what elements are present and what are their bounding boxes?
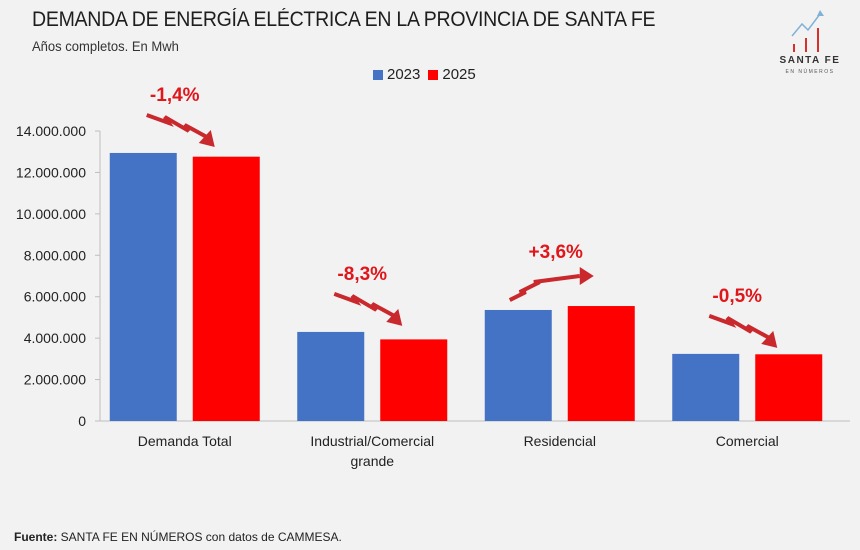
source-label: Fuente: — [14, 530, 58, 544]
x-category-label: Industrial/Comercial — [310, 433, 434, 449]
legend-swatch-2025 — [428, 69, 439, 80]
bar-2025 — [380, 339, 448, 421]
logo-icon — [791, 10, 824, 52]
bar-2025 — [192, 156, 260, 421]
legend-item-2023: 2023 — [373, 66, 420, 83]
zigzag-arrow-down-icon — [333, 292, 396, 318]
bar-2025 — [755, 354, 823, 421]
zigzag-arrow-down-icon — [708, 314, 771, 340]
y-tick-label: 6.000.000 — [24, 289, 86, 305]
bar-2023 — [672, 353, 740, 421]
legend-label-2025: 2025 — [442, 66, 476, 83]
bar-2023 — [297, 331, 365, 421]
chart-subtitle: Años completos. En Mwh — [32, 38, 179, 54]
zigzag-arrow-up-icon — [508, 274, 581, 302]
arrow-head-icon — [761, 330, 778, 348]
bar-2025 — [567, 306, 635, 421]
change-annotation: -8,3% — [337, 264, 387, 285]
y-tick-label: 14.000.000 — [16, 123, 86, 139]
chart-title: DEMANDA DE ENERGÍA ELÉCTRICA EN LA PROVI… — [32, 8, 656, 31]
source-note: Fuente: SANTA FE EN NÚMEROS con datos de… — [14, 530, 342, 544]
logo-subtext: EN NÚMEROS — [785, 69, 835, 75]
change-annotation: -1,4% — [150, 85, 200, 106]
change-annotation: -0,5% — [712, 286, 762, 307]
arrow-head-icon — [198, 129, 215, 147]
bar-2023 — [109, 152, 177, 421]
change-annotation: +3,6% — [529, 242, 584, 263]
legend: 2023 2025 — [373, 66, 476, 83]
source-text: SANTA FE EN NÚMEROS con datos de CAMMESA… — [57, 530, 342, 544]
arrow-head-icon — [579, 267, 594, 286]
logo-text: SANTA FE — [779, 55, 841, 66]
y-tick-label: 4.000.000 — [24, 330, 86, 346]
y-tick-label: 0 — [78, 413, 86, 429]
y-tick-label: 12.000.000 — [16, 164, 86, 180]
arrow-head-icon — [386, 308, 403, 326]
bar-2023 — [484, 309, 552, 421]
x-category-label: Demanda Total — [138, 433, 232, 449]
y-tick-label: 8.000.000 — [24, 247, 86, 263]
zigzag-arrow-down-icon — [146, 113, 208, 139]
legend-item-2025: 2025 — [428, 66, 476, 83]
y-tick-label: 2.000.000 — [24, 372, 86, 388]
x-category-label: Residencial — [524, 433, 596, 449]
x-category-label: grande — [350, 453, 394, 469]
legend-label-2023: 2023 — [387, 66, 421, 83]
y-tick-label: 10.000.000 — [16, 206, 86, 222]
legend-swatch-2023 — [373, 69, 383, 80]
x-category-label: Comercial — [716, 433, 779, 449]
